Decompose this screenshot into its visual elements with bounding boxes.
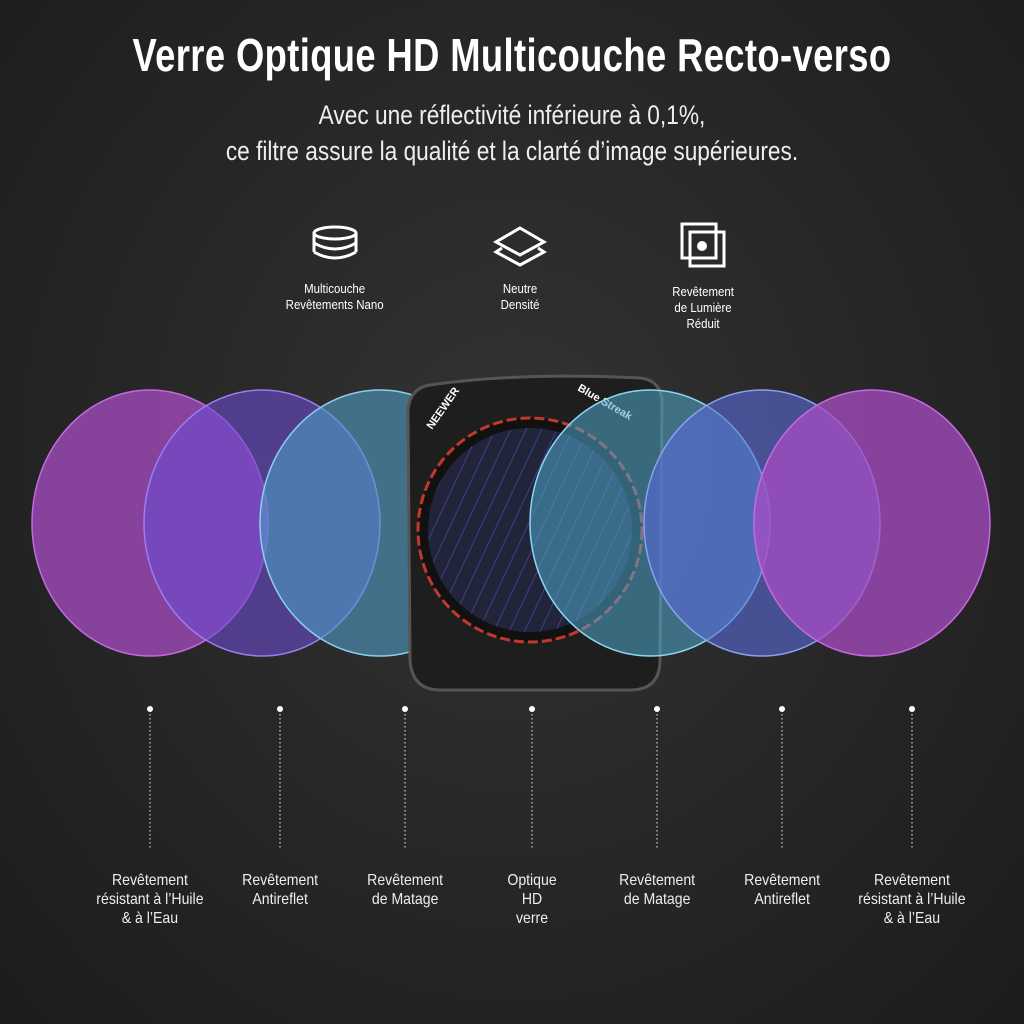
layer-label: Revêtement Antireflet <box>205 871 355 909</box>
layer-label: Revêtement Antireflet <box>707 871 857 909</box>
layer-label-line: de Matage <box>623 891 691 908</box>
leader-dot <box>779 706 785 712</box>
layer-label-line: Antireflet <box>252 891 308 908</box>
layer-label-line: Revêtement <box>619 872 695 889</box>
layer-label: Revêtement de Matage <box>582 871 732 909</box>
layer-label-line: Revêtement <box>112 872 188 889</box>
layer-label-line: & à l’Eau <box>121 910 179 927</box>
layers-icon <box>492 226 548 267</box>
leader-dot <box>529 706 535 712</box>
leader-lines <box>147 706 915 850</box>
layer-label-line: verre <box>515 910 549 927</box>
feature-multicouche: Multicouche Revêtements Nano <box>235 225 435 313</box>
layer-label-line: Revêtement <box>367 872 443 889</box>
subtitle-line-1: Avec une réflectivité inférieure à 0,1%, <box>318 100 706 130</box>
layer-label: Revêtement résistant à l’Huile & à l’Eau <box>75 871 225 928</box>
feature-neutre-densite: Neutre Densité <box>420 225 620 313</box>
leader-dot <box>909 706 915 712</box>
layer-label: Revêtement résistant à l’Huile & à l’Eau <box>837 871 987 928</box>
stacked-discs-icon <box>312 225 358 260</box>
feature-revetement-lumiere: Revêtement de Lumière Réduit <box>603 222 803 332</box>
layer-disc-oil-water-right <box>753 389 991 657</box>
layer-label-line: Revêtement <box>874 872 950 889</box>
layer-label-line: de Matage <box>371 891 439 908</box>
page-title: Verre Optique HD Multicouche Recto-verso <box>132 29 892 81</box>
layer-label-line: résistant à l’Huile <box>858 891 966 908</box>
feature-label: Neutre Densité <box>500 281 540 312</box>
overlapping-squares-icon <box>680 222 726 268</box>
layer-label: Optique HD verre <box>457 871 607 928</box>
layer-label-line: & à l’Eau <box>883 910 941 927</box>
layer-label-line: Revêtement <box>744 872 820 889</box>
leader-dot <box>277 706 283 712</box>
layer-label: Revêtement de Matage <box>330 871 480 909</box>
layer-label-line: résistant à l’Huile <box>96 891 204 908</box>
subtitle-line-2: ce filtre assure la qualité et la clarté… <box>225 136 799 166</box>
feature-label: Revêtement de Lumière Réduit <box>672 284 734 331</box>
layer-label-line: HD <box>521 891 543 908</box>
layer-label-line: Optique <box>507 872 557 889</box>
layer-label-line: Antireflet <box>754 891 810 908</box>
leader-dot <box>402 706 408 712</box>
feature-label: Multicouche Revêtements Nano <box>286 281 384 312</box>
layer-label-line: Revêtement <box>242 872 318 889</box>
leader-dot <box>654 706 660 712</box>
leader-dot <box>147 706 153 712</box>
